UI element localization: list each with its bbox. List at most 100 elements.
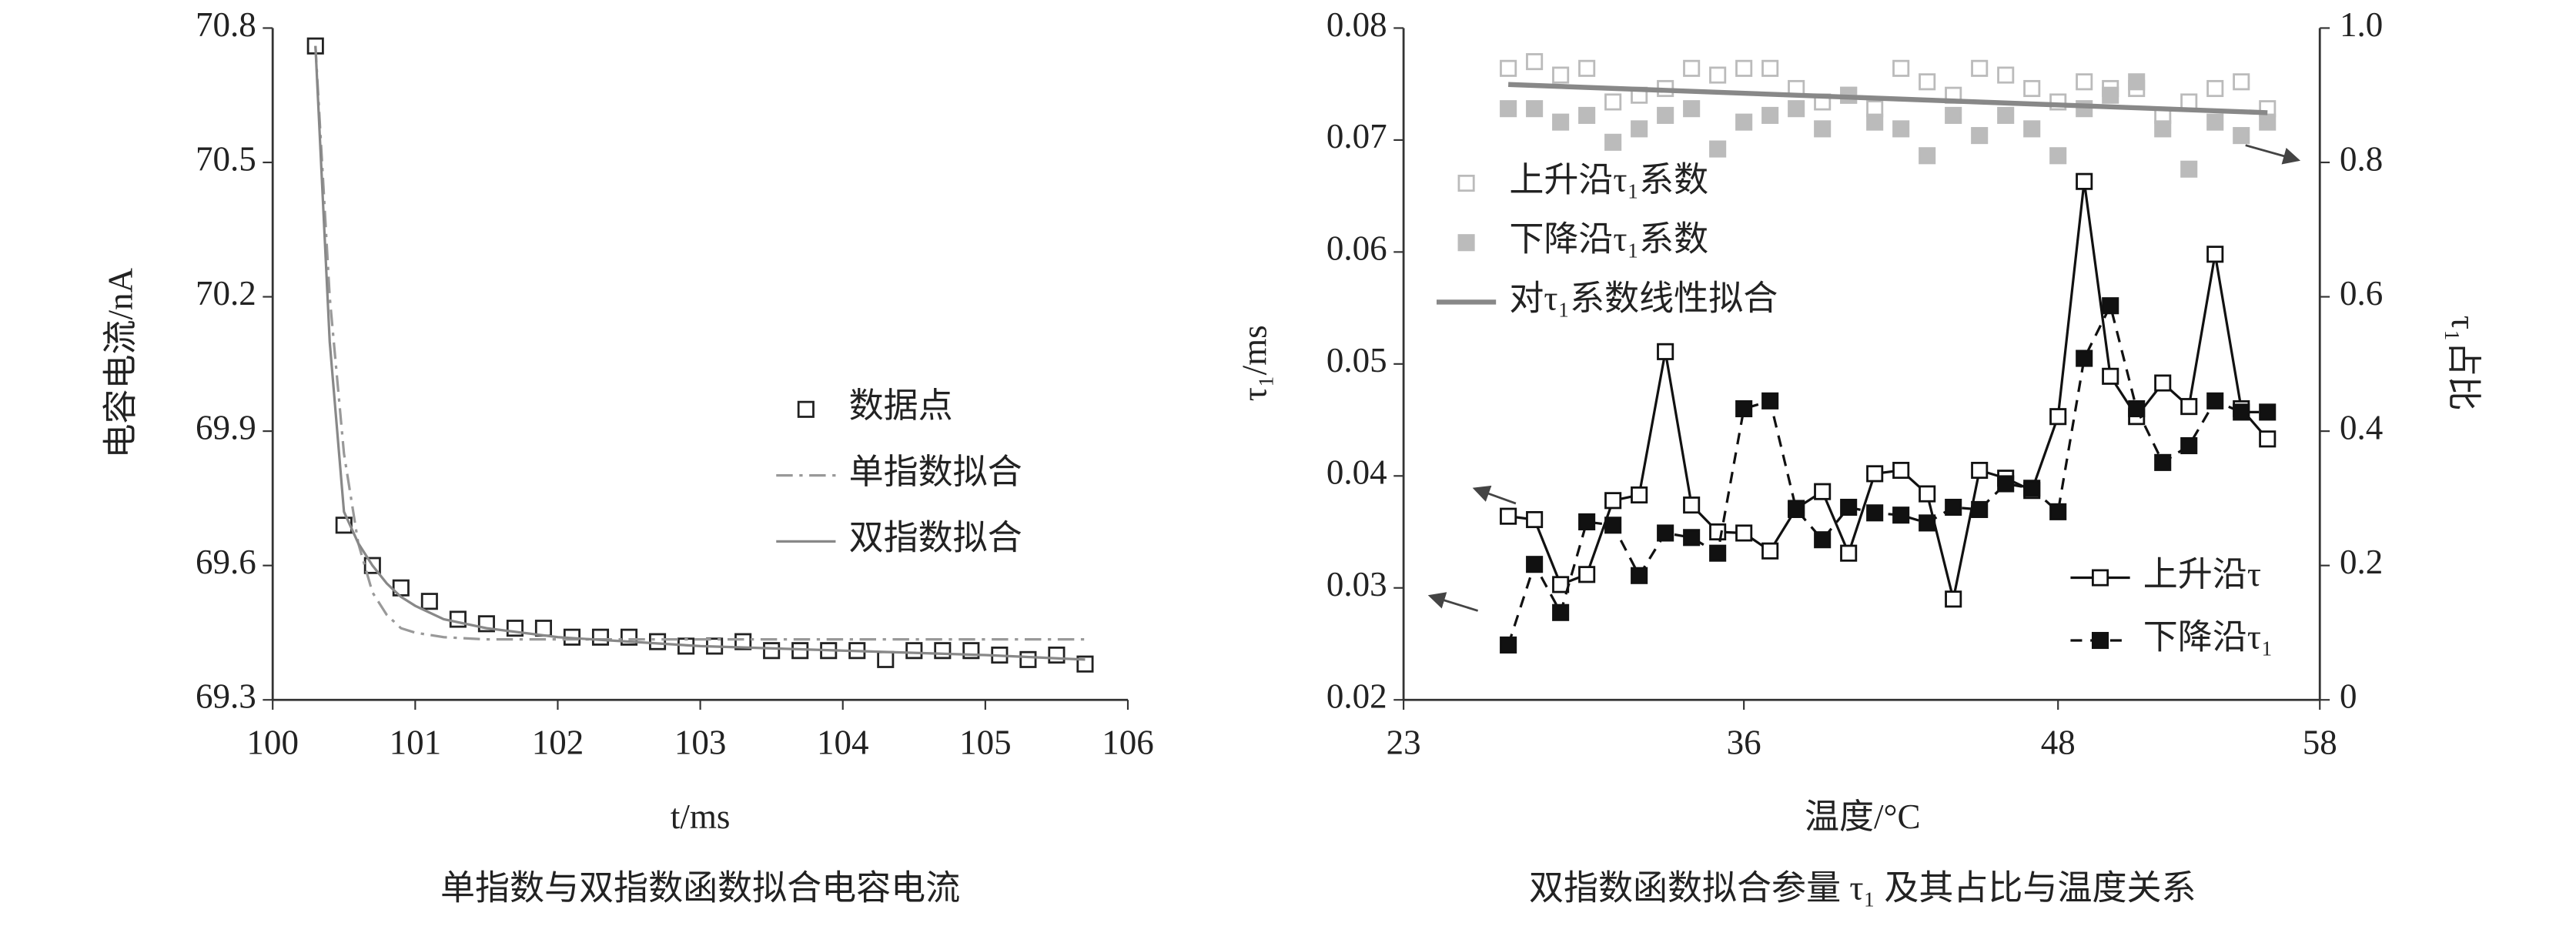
data-point: [1971, 127, 1989, 145]
data-point: [2154, 374, 2172, 392]
data-point: [1604, 133, 1622, 151]
y-axis-label: τ₁/ms: [1236, 325, 1274, 401]
legend-marker: [797, 400, 815, 418]
data-point: [2128, 73, 2146, 91]
y-tick-label: 69.6: [196, 543, 256, 581]
data-point: [1500, 507, 1517, 525]
data-point: [763, 642, 781, 660]
data-point: [1709, 544, 1727, 562]
data-point: [1526, 53, 1544, 71]
x-tick-label: 101: [390, 724, 442, 762]
series-line: [1508, 82, 2268, 115]
data-point: [1892, 506, 1910, 524]
y-tick-label: 0.03: [1326, 565, 1387, 603]
data-point: [1578, 513, 1596, 530]
y2-axis-label: τ₁占比: [2444, 316, 2483, 411]
data-point: [420, 593, 438, 610]
data-point: [1526, 510, 1544, 529]
legend-label: 对τ₁系数线性拟合: [1509, 279, 1778, 318]
data-point: [1761, 392, 1779, 410]
data-point: [2102, 86, 2119, 104]
x-tick-label: 48: [2041, 724, 2076, 762]
data-point: [1500, 59, 1517, 77]
legend-label: 下降沿τ₁系数: [1509, 220, 1708, 259]
data-point: [1892, 461, 1910, 480]
legend-marker: [2091, 569, 2109, 587]
data-point: [1709, 523, 1727, 541]
arrow: [1427, 592, 1479, 612]
x-axis-label: 温度/°C: [1805, 797, 1921, 836]
legend-label: 数据点: [849, 386, 953, 425]
data-point: [734, 633, 752, 650]
legend-marker: [2091, 631, 2109, 650]
data-point: [1919, 73, 1936, 91]
data-point: [1761, 59, 1779, 77]
y2-tick-label: 0.2: [2340, 543, 2383, 581]
data-point: [1840, 544, 1858, 562]
data-point: [1735, 59, 1753, 77]
data-point: [1735, 524, 1753, 542]
data-point: [2180, 436, 2198, 455]
y-tick-label: 0.05: [1326, 341, 1387, 379]
data-point: [1945, 498, 1962, 516]
data-point: [1814, 531, 1832, 549]
x-tick-label: 104: [817, 724, 869, 762]
legend-label: 双指数拟合: [849, 519, 1022, 557]
data-point: [2206, 246, 2224, 263]
data-point: [1552, 603, 1570, 621]
data-point: [1945, 106, 1962, 124]
data-point: [2233, 127, 2250, 145]
x-tick-label: 23: [1387, 724, 1421, 762]
y2-tick-label: 1.0: [2340, 5, 2383, 44]
data-point: [1919, 485, 1936, 503]
data-point: [2076, 172, 2093, 190]
y-tick-label: 69.3: [196, 677, 256, 716]
data-point: [1945, 590, 1962, 608]
data-point: [591, 628, 610, 646]
data-point: [2049, 147, 2067, 165]
data-point: [2233, 73, 2250, 91]
legend-label: 上升沿τ₁系数: [1509, 160, 1708, 199]
data-point: [1578, 59, 1596, 77]
series-line: [1507, 302, 2268, 646]
x-tick-label: 103: [674, 724, 727, 762]
data-point: [2049, 503, 2067, 520]
data-point: [1892, 120, 1910, 138]
x-tick-label: 36: [1727, 724, 1761, 762]
data-point: [1604, 492, 1622, 510]
data-point: [1552, 113, 1570, 131]
data-point: [2180, 398, 2198, 416]
y-tick-label: 0.06: [1326, 229, 1387, 268]
y-tick-label: 0.04: [1326, 453, 1387, 492]
data-point: [1919, 147, 1936, 165]
data-point: [1919, 514, 1936, 532]
data-point: [1657, 106, 1674, 124]
data-point: [1866, 504, 1884, 522]
data-point: [1709, 140, 1727, 158]
data-point: [1631, 120, 1648, 138]
data-point: [1631, 567, 1648, 584]
x-tick-label: 106: [1102, 724, 1154, 762]
arrow: [2245, 144, 2301, 165]
x-tick-label: 102: [532, 724, 584, 762]
data-point: [1500, 636, 1517, 654]
data-point: [2259, 430, 2277, 448]
data-point: [2206, 113, 2224, 131]
data-point: [2076, 73, 2093, 91]
data-point: [2233, 403, 2250, 421]
series-line: [314, 45, 1086, 661]
legend-label: 单指数拟合: [849, 453, 1022, 491]
data-point: [2180, 160, 2198, 178]
y-axis-label: 电容电流/nA: [102, 267, 140, 458]
data-point: [1788, 100, 1805, 118]
data-point: [2206, 79, 2224, 98]
data-point: [1604, 93, 1622, 111]
data-point: [1814, 483, 1832, 500]
data-point: [2023, 120, 2041, 138]
data-point: [1604, 516, 1622, 534]
data-point: [1814, 120, 1832, 138]
y-tick-label: 70.5: [196, 139, 256, 178]
data-point: [2259, 403, 2277, 421]
data-point: [1997, 475, 2015, 493]
